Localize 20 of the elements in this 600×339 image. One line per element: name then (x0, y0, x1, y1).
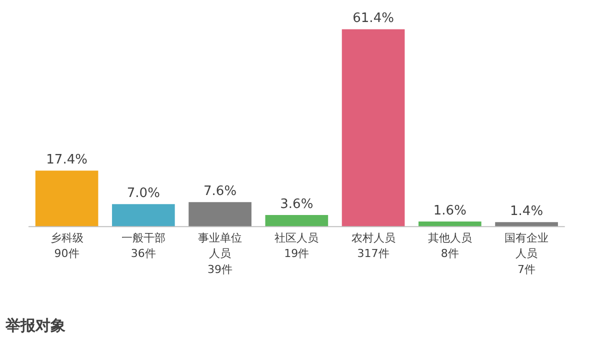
bar (265, 215, 328, 227)
data-label: 7.0% (126, 186, 160, 202)
data-label: 1.4% (510, 204, 544, 220)
x-tick-label: 国有企业人员7件 (504, 232, 549, 276)
x-tick-label: 其他人员8件 (428, 232, 472, 260)
x-tick-label: 社区人员19件 (274, 232, 319, 260)
bar (35, 170, 98, 227)
data-label: 1.6% (433, 203, 466, 218)
bar (112, 204, 175, 227)
data-label: 61.4% (352, 11, 394, 26)
data-label: 7.6% (204, 184, 237, 200)
x-tick-label: 事业单位人员39件 (198, 232, 242, 276)
data-label: 3.6% (280, 197, 314, 212)
data-label: 17.4% (46, 152, 88, 168)
bar (188, 202, 252, 227)
bar (342, 29, 405, 227)
x-tick-label: 农村人员317件 (351, 232, 396, 260)
x-tick-label: 一般干部36件 (121, 232, 166, 260)
text: 举报对象 (4, 316, 66, 334)
x-tick-label: 乡科级90件 (50, 232, 84, 260)
